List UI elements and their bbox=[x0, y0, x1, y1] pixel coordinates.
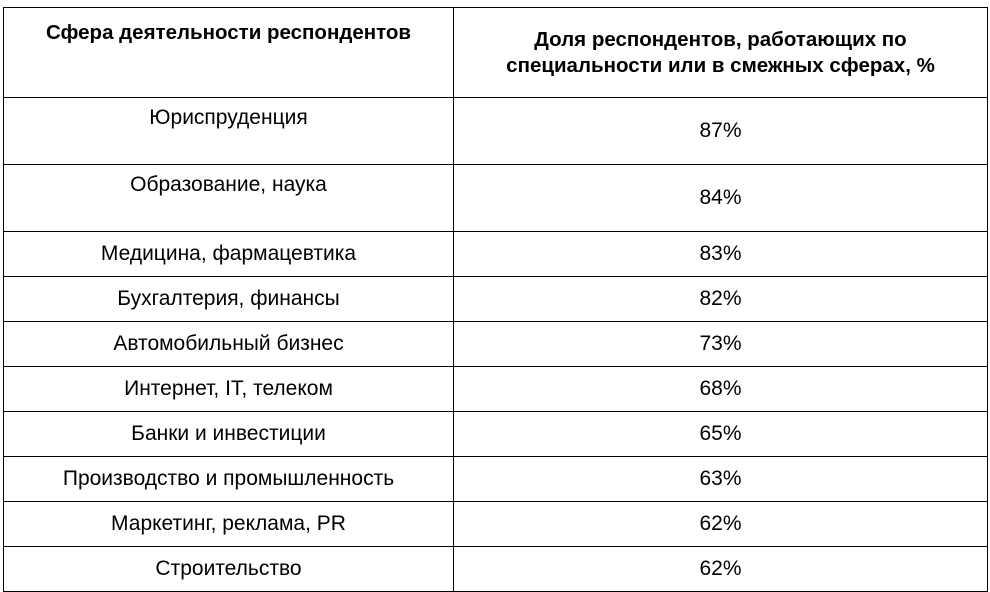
share-cell: 65% bbox=[453, 411, 988, 457]
sphere-cell: Автомобильный бизнес bbox=[3, 321, 454, 367]
table-row: Юриспруденция 87% bbox=[3, 97, 988, 165]
table-row: Строительство 62% bbox=[3, 546, 988, 592]
table-row: Бухгалтерия, финансы 82% bbox=[3, 276, 988, 322]
sphere-cell: Строительство bbox=[3, 546, 454, 592]
table-row: Производство и промышленность 63% bbox=[3, 456, 988, 502]
table-row: Медицина, фармацевтика 83% bbox=[3, 231, 988, 277]
table-row: Автомобильный бизнес 73% bbox=[3, 321, 988, 367]
table-row: Образование, наука 84% bbox=[3, 164, 988, 232]
header-sphere: Сфера деятельности респондентов bbox=[3, 7, 454, 98]
share-cell: 63% bbox=[453, 456, 988, 502]
share-cell: 82% bbox=[453, 276, 988, 322]
header-row: Сфера деятельности респондентов Доля рес… bbox=[3, 7, 988, 98]
sphere-cell: Медицина, фармацевтика bbox=[3, 231, 454, 277]
share-cell: 83% bbox=[453, 231, 988, 277]
sphere-cell: Производство и промышленность bbox=[3, 456, 454, 502]
header-share: Доля респондентов, работающих по специал… bbox=[453, 7, 988, 98]
share-cell: 84% bbox=[453, 164, 988, 232]
sphere-cell: Бухгалтерия, финансы bbox=[3, 276, 454, 322]
sphere-cell: Маркетинг, реклама, PR bbox=[3, 501, 454, 547]
share-cell: 62% bbox=[453, 546, 988, 592]
table-row: Маркетинг, реклама, PR 62% bbox=[3, 501, 988, 547]
sphere-cell: Юриспруденция bbox=[3, 97, 454, 165]
table-row: Интернет, IT, телеком 68% bbox=[3, 366, 988, 412]
share-cell: 87% bbox=[453, 97, 988, 165]
share-cell: 73% bbox=[453, 321, 988, 367]
sphere-cell: Образование, наука bbox=[3, 164, 454, 232]
share-cell: 68% bbox=[453, 366, 988, 412]
share-cell: 62% bbox=[453, 501, 988, 547]
data-table: Сфера деятельности респондентов Доля рес… bbox=[3, 7, 988, 592]
sphere-cell: Интернет, IT, телеком bbox=[3, 366, 454, 412]
table-row: Банки и инвестиции 65% bbox=[3, 411, 988, 457]
sphere-cell: Банки и инвестиции bbox=[3, 411, 454, 457]
